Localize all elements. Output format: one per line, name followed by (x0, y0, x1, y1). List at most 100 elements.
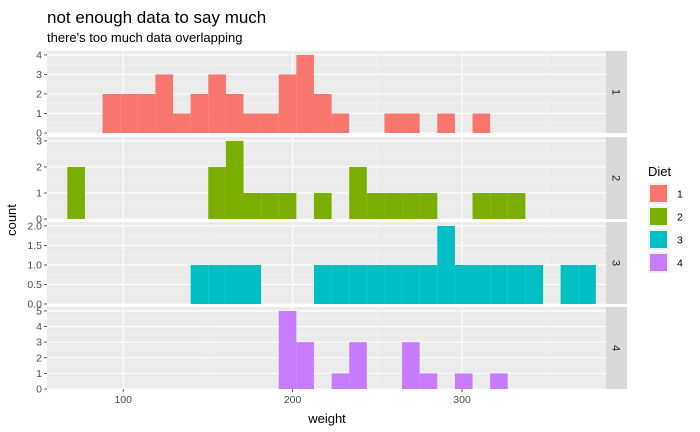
y-tick-label: 1.0 (27, 259, 42, 271)
histogram-bar (384, 264, 403, 304)
histogram-bar (437, 113, 455, 133)
histogram-bar (507, 192, 526, 219)
facet-panel-2: 0 1 2 3 2 (36, 135, 627, 226)
histogram-bar (313, 192, 332, 219)
histogram-bar (402, 264, 420, 304)
legend-item-3: 3 (648, 229, 683, 250)
histogram-bar (366, 264, 385, 304)
histogram-bar (190, 93, 209, 133)
histogram-bar (208, 166, 226, 219)
legend-swatch (650, 208, 667, 225)
histogram-bar (472, 264, 491, 304)
facet-strip-label: 1 (610, 89, 622, 95)
histogram-bar (349, 342, 367, 389)
histogram-bar (384, 113, 403, 133)
histogram-bar (102, 93, 121, 133)
histogram-bar (366, 192, 385, 219)
histogram-bar (225, 140, 244, 219)
x-tick-label: 300 (453, 394, 471, 406)
histogram-bar (173, 113, 191, 133)
histogram-bar (419, 373, 438, 389)
histogram-bar (384, 192, 403, 219)
histogram-bar (490, 373, 508, 389)
histogram-bar (331, 264, 350, 304)
histogram-bar (278, 310, 297, 389)
histogram-bar (120, 93, 138, 133)
histogram-bar (402, 113, 420, 133)
facet-panel-3: 0.0 0.5 1.0 1.5 2.0 3 (27, 220, 627, 311)
histogram-bar (472, 192, 491, 219)
panel-background (47, 307, 606, 389)
legend-item-2: 2 (648, 206, 683, 227)
y-tick-label: 1 (36, 187, 42, 199)
legend-swatch (650, 254, 667, 271)
histogram-bar (296, 54, 314, 133)
histogram-bar (560, 264, 579, 304)
histogram-bar (67, 166, 85, 219)
histogram-bar (278, 192, 297, 219)
histogram-bar (137, 93, 156, 133)
y-tick-label: 0.0 (27, 299, 42, 311)
y-tick-label: 2 (36, 161, 42, 173)
histogram-bar (243, 192, 262, 219)
histogram-bar (313, 264, 332, 304)
y-tick-label: 3 (36, 337, 42, 349)
legend: Diet 1 2 3 4 (648, 164, 683, 273)
chart-subtitle: there's too much data overlapping (47, 30, 242, 45)
facet-strip (606, 137, 627, 219)
legend-swatch (650, 185, 667, 202)
histogram-bar (155, 74, 174, 133)
legend-label: 1 (677, 189, 683, 201)
facet-strip (606, 307, 627, 389)
facet-strip-label: 3 (610, 260, 622, 266)
legend-label: 4 (677, 258, 683, 270)
histogram-bar (525, 264, 543, 304)
histogram-bar (208, 74, 226, 133)
histogram-bar (402, 342, 420, 389)
y-tick-label: 0 (36, 384, 42, 396)
histogram-bar (190, 264, 209, 304)
x-axis-title: weight (307, 411, 346, 426)
histogram-bar (261, 113, 279, 133)
histogram-bar (225, 264, 244, 304)
y-tick-label: 2.0 (27, 220, 42, 232)
histogram-bar (402, 192, 420, 219)
facet-strip-label: 2 (610, 175, 622, 181)
histogram-bar (278, 74, 297, 133)
histogram-bar (578, 264, 596, 304)
legend-swatch (650, 231, 667, 248)
y-tick-label: 4 (36, 321, 42, 333)
histogram-bar (490, 264, 508, 304)
histogram-bar (349, 264, 367, 304)
histogram-bar (419, 192, 438, 219)
facet-strip (606, 222, 627, 304)
x-axis: 100 200 300 (114, 389, 471, 406)
histogram-bar (331, 113, 350, 133)
y-tick-label: 1.5 (27, 240, 42, 252)
y-tick-label: 1 (36, 108, 42, 120)
y-tick-label: 5 (36, 305, 42, 317)
histogram-bar (243, 113, 262, 133)
y-tick-label: 0 (36, 128, 42, 140)
histogram-bar (472, 113, 491, 133)
y-tick-label: 0.5 (27, 279, 42, 291)
legend-item-4: 4 (648, 252, 683, 273)
y-tick-label: 2 (36, 352, 42, 364)
y-tick-label: 1 (36, 368, 42, 380)
facet-strip-label: 4 (610, 345, 622, 351)
legend-label: 2 (677, 212, 683, 224)
y-tick-label: 0 (36, 214, 42, 226)
legend-label: 3 (677, 235, 683, 247)
y-tick-label: 4 (36, 49, 42, 61)
histogram-bar (454, 373, 473, 389)
histogram-bar (296, 342, 314, 389)
legend-title: Diet (648, 164, 672, 179)
histogram-bar (243, 264, 262, 304)
y-tick-label: 3 (36, 69, 42, 81)
histogram-bar (208, 264, 226, 304)
y-tick-label: 3 (36, 135, 42, 147)
histogram-bar (225, 93, 244, 133)
histogram-bar (331, 373, 350, 389)
